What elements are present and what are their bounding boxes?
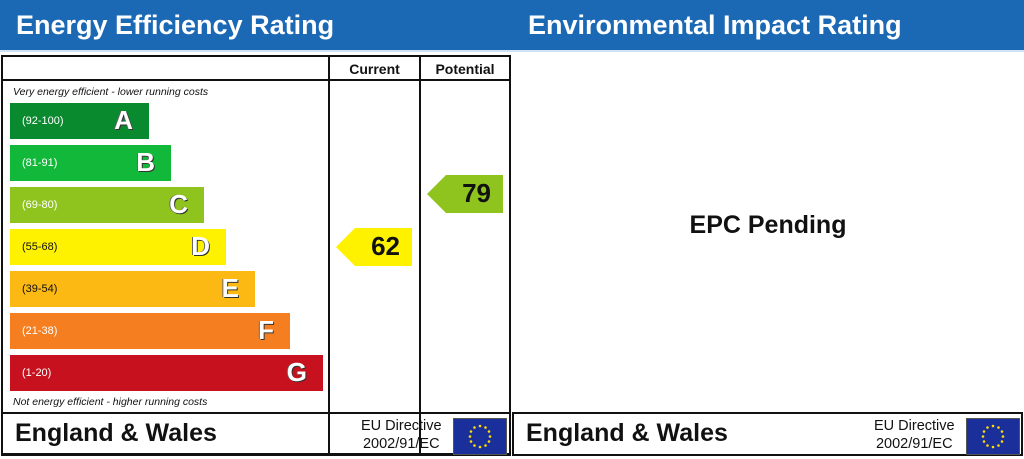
- band-a: (92-100) A: [10, 103, 149, 139]
- arrow-shape-icon: [336, 228, 412, 266]
- directive-label: EU Directive 2002/91/EC: [874, 417, 955, 453]
- directive-line2: 2002/91/EC: [875, 436, 953, 452]
- right-footer: England & Wales EU Directive 2002/91/EC: [512, 412, 1023, 456]
- band-range: (1-20): [22, 367, 52, 379]
- band-letter: G: [286, 357, 307, 387]
- band-letter: A: [114, 105, 133, 135]
- band-f: (21-38) F: [10, 313, 290, 349]
- band-d: (55-68) D: [10, 229, 226, 265]
- band-range: (81-91): [22, 157, 58, 169]
- band-range: (69-80): [22, 199, 58, 211]
- bottom-note: Not energy efficient - higher running co…: [13, 396, 208, 408]
- band-letter: D: [191, 231, 210, 261]
- band-g: (1-20) G: [10, 355, 323, 391]
- band-letter: F: [258, 315, 274, 345]
- band-range: (92-100): [22, 115, 64, 127]
- band-letter: B: [136, 147, 155, 177]
- potential-rating-value: 79: [462, 178, 491, 208]
- band-b: (81-91) B: [10, 145, 171, 181]
- directive-line1: EU Directive: [874, 418, 955, 434]
- eu-stars-icon: [981, 424, 1005, 449]
- current-rating-arrow: 62: [336, 228, 412, 266]
- arrow-shape-icon: [427, 175, 503, 213]
- energy-efficiency-title: Energy Efficiency Rating: [0, 0, 512, 52]
- directive-line2: 2002/91/EC: [362, 436, 440, 452]
- band-range: (55-68): [22, 241, 58, 253]
- band-c: (69-80) C: [10, 187, 204, 223]
- directive-label: EU Directive 2002/91/EC: [361, 417, 442, 453]
- environmental-impact-title: Environmental Impact Rating: [512, 0, 1024, 52]
- current-rating-value: 62: [371, 231, 400, 261]
- band-letter: C: [169, 189, 188, 219]
- potential-rating-arrow: 79: [427, 175, 503, 213]
- directive-line1: EU Directive: [361, 418, 442, 434]
- environmental-impact-chart: EPC Pending: [512, 55, 1024, 455]
- divider: [328, 57, 330, 453]
- band-letter: E: [221, 273, 239, 303]
- top-note: Very energy efficient - lower running co…: [13, 86, 209, 98]
- region-label: England & Wales: [526, 419, 728, 447]
- eu-stars-icon: [468, 424, 492, 449]
- left-footer: England & Wales EU Directive 2002/91/EC: [1, 412, 511, 456]
- eu-flag-icon: [966, 418, 1020, 455]
- region-label: England & Wales: [15, 419, 217, 447]
- band-range: (21-38): [22, 325, 58, 337]
- band-range: (39-54): [22, 283, 58, 295]
- column-header-potential: Potential: [435, 61, 495, 77]
- eu-flag-icon: [453, 418, 507, 455]
- column-header-current: Current: [349, 61, 400, 77]
- divider: [419, 57, 421, 453]
- band-e: (39-54) E: [10, 271, 255, 307]
- energy-efficiency-chart: Current Potential Very energy efficient …: [1, 55, 511, 455]
- divider: [3, 79, 509, 81]
- epc-pending-status: EPC Pending: [689, 211, 847, 239]
